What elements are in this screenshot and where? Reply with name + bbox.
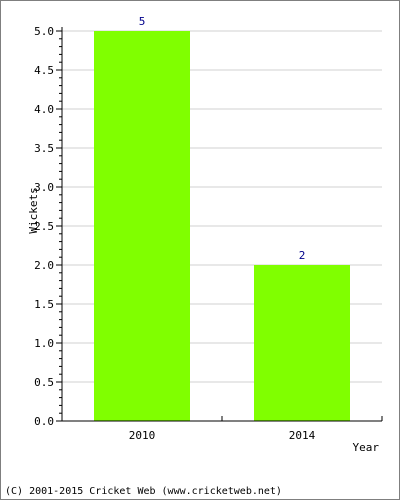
x-tick-label: 2010: [129, 429, 156, 442]
bar: [94, 31, 190, 421]
y-tick-label: 4.5: [34, 64, 54, 77]
copyright-footer: (C) 2001-2015 Cricket Web (www.cricketwe…: [5, 486, 282, 497]
y-tick-label: 0.5: [34, 376, 54, 389]
y-tick-label: 0.0: [34, 415, 54, 428]
y-axis-title: Wickets: [27, 187, 40, 233]
y-tick-label: 2.5: [34, 220, 54, 233]
bar-chart: 0.0 0.5 1.0 1.5 2.0 2.5 3.0 3.5 4.0 4.5 5.0 5 2010 2 2…: [27, 15, 383, 454]
x-axis-title: Year: [353, 441, 380, 454]
y-tick-label: 3.0: [34, 181, 54, 194]
y-tick-label: 5.0: [34, 25, 54, 38]
y-tick-label: 3.5: [34, 142, 54, 155]
bar: [254, 265, 350, 421]
y-tick-label: 4.0: [34, 103, 54, 116]
y-tick-label: 2.0: [34, 259, 54, 272]
y-tick-label: 1.0: [34, 337, 54, 350]
bars: [94, 31, 350, 421]
labels: 0.0 0.5 1.0 1.5 2.0 2.5 3.0 3.5 4.0 4.5 5.0 5 2010 2 2…: [27, 15, 379, 454]
axes: [56, 27, 383, 422]
data-label: 2: [299, 249, 306, 262]
y-tick-label: 1.5: [34, 298, 54, 311]
x-tick-label: 2014: [289, 429, 316, 442]
data-label: 5: [139, 15, 146, 28]
